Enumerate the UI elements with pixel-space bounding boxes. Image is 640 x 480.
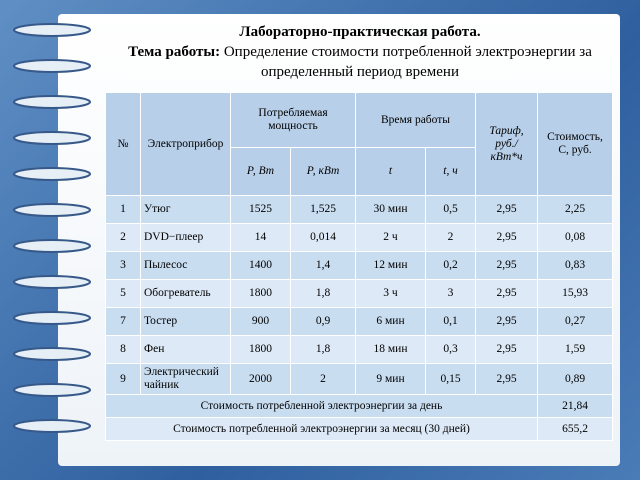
table-cell: 1,525 — [290, 195, 356, 224]
header-cell: Потребляемая мощность — [230, 92, 356, 148]
table-cell: 1,8 — [290, 279, 356, 308]
table-cell: 12 мин — [355, 251, 426, 280]
data-table: № Электроприбор Потребляемая мощность Вр… — [105, 92, 613, 441]
table-cell: 2,95 — [475, 335, 538, 364]
header-cell: Время работы — [355, 92, 476, 148]
table-cell: 2,95 — [475, 251, 538, 280]
header-cell: t, ч — [425, 147, 476, 196]
table-cell: 1800 — [230, 279, 291, 308]
table-cell: 2000 — [230, 363, 291, 395]
table-cell: 2 — [425, 223, 476, 252]
binding-ring — [13, 419, 91, 433]
table-cell: 9 — [105, 363, 141, 395]
topic-text: Определение стоимости потребленной элект… — [223, 44, 592, 80]
table-cell: 14 — [230, 223, 291, 252]
table-cell: 1,4 — [290, 251, 356, 280]
header-cell: Р, кВт — [290, 147, 356, 196]
table-cell: 1 — [105, 195, 141, 224]
table-cell: Тостер — [140, 307, 231, 336]
table-cell: 3 — [105, 251, 141, 280]
binding-ring — [13, 131, 91, 145]
binding-ring — [13, 239, 91, 253]
table-cell: Обогреватель — [140, 279, 231, 308]
binding-ring — [13, 167, 91, 181]
spiral-binding — [13, 23, 91, 433]
table-cell: 1800 — [230, 335, 291, 364]
table-cell: 0,1 — [425, 307, 476, 336]
table-cell: 9 мин — [355, 363, 426, 395]
table-row: 1 Утюг 1525 1,525 30 мин 0,5 2,95 2,25 — [105, 195, 613, 224]
table-cell: 18 мин — [355, 335, 426, 364]
table-cell: 8 — [105, 335, 141, 364]
table-cell: 2,95 — [475, 307, 538, 336]
table-cell: 2 — [105, 223, 141, 252]
header-cell: № — [105, 92, 141, 196]
binding-ring — [13, 59, 91, 73]
table-cell: Пылесос — [140, 251, 231, 280]
table-cell: 3 — [425, 279, 476, 308]
header-cell: Р, Вт — [230, 147, 291, 196]
table-cell: 0,5 — [425, 195, 476, 224]
table-cell: 15,93 — [537, 279, 613, 308]
table-cell: 2,25 — [537, 195, 613, 224]
table-cell: Утюг — [140, 195, 231, 224]
binding-ring — [13, 383, 91, 397]
table-cell: 2,95 — [475, 195, 538, 224]
total-row: Стоимость потребленной электроэнергии за… — [105, 417, 613, 441]
table-cell: 3 ч — [355, 279, 426, 308]
total-value: 21,84 — [537, 394, 613, 418]
table-cell: 0,15 — [425, 363, 476, 395]
binding-ring — [13, 203, 91, 217]
table-cell: 5 — [105, 279, 141, 308]
table-cell: 0,89 — [537, 363, 613, 395]
header-cell: Электроприбор — [140, 92, 231, 196]
table-row: 3 Пылесос 1400 1,4 12 мин 0,2 2,95 0,83 — [105, 251, 613, 280]
total-label: Стоимость потребленной электроэнергии за… — [105, 394, 538, 418]
table-cell: 1525 — [230, 195, 291, 224]
table-cell: 0,014 — [290, 223, 356, 252]
header-cell: t — [355, 147, 426, 196]
table-row: 7 Тостер 900 0,9 6 мин 0,1 2,95 0,27 — [105, 307, 613, 336]
table-cell: 900 — [230, 307, 291, 336]
table-cell: 2 — [290, 363, 356, 395]
table-cell: 1,59 — [537, 335, 613, 364]
table-cell: 1,8 — [290, 335, 356, 364]
table-cell: 0,83 — [537, 251, 613, 280]
table-cell: Электрический чайник — [140, 363, 231, 395]
table-cell: 30 мин — [355, 195, 426, 224]
table-cell: 0,08 — [537, 223, 613, 252]
title: Лабораторно-практическая работа. Тема ра… — [100, 22, 620, 82]
binding-ring — [13, 23, 91, 37]
table-cell: 0,9 — [290, 307, 356, 336]
binding-ring — [13, 275, 91, 289]
table-cell: 2,95 — [475, 223, 538, 252]
table-cell: DVD−плеер — [140, 223, 231, 252]
table-cell: 0,3 — [425, 335, 476, 364]
table-cell: 2,95 — [475, 279, 538, 308]
table-cell: 1400 — [230, 251, 291, 280]
table-row: 5 Обогреватель 1800 1,8 3 ч 3 2,95 15,93 — [105, 279, 613, 308]
title-line: Лабораторно-практическая работа. — [239, 24, 481, 40]
topic-label: Тема работы: — [128, 44, 221, 60]
total-label: Стоимость потребленной электроэнергии за… — [105, 417, 538, 441]
table-row: 8 Фен 1800 1,8 18 мин 0,3 2,95 1,59 — [105, 335, 613, 364]
table-cell: Фен — [140, 335, 231, 364]
table-cell: 2,95 — [475, 363, 538, 395]
table-cell: 2 ч — [355, 223, 426, 252]
table-row: 2 DVD−плеер 14 0,014 2 ч 2 2,95 0,08 — [105, 223, 613, 252]
table-cell: 7 — [105, 307, 141, 336]
binding-ring — [13, 95, 91, 109]
total-row: Стоимость потребленной электроэнергии за… — [105, 394, 613, 418]
table-row: 9 Электрический чайник 2000 2 9 мин 0,15 2,95 0… — [105, 363, 613, 395]
binding-ring — [13, 347, 91, 361]
table-cell: 0,2 — [425, 251, 476, 280]
binding-ring — [13, 311, 91, 325]
table-cell: 0,27 — [537, 307, 613, 336]
header-cell: Тариф, руб./ кВт*ч — [475, 92, 538, 196]
total-value: 655,2 — [537, 417, 613, 441]
header-cell: Стоимость, С, руб. — [537, 92, 613, 196]
table-cell: 6 мин — [355, 307, 426, 336]
